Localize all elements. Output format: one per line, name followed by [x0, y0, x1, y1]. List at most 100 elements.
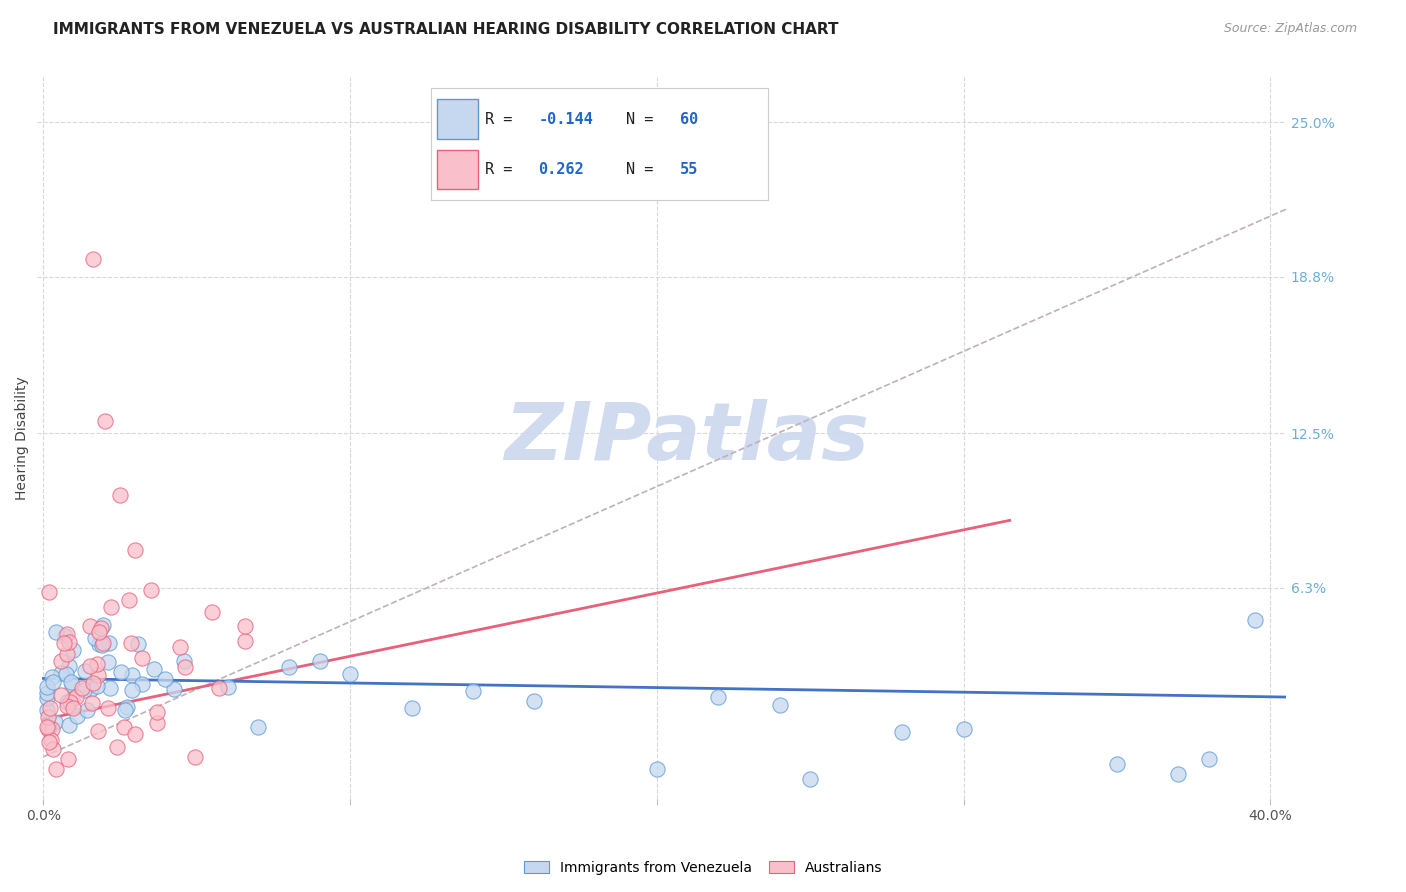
Point: [58, 635, 80, 649]
Point: [891, 724, 914, 739]
Point: [42, 742, 65, 756]
Point: [53, 636, 76, 650]
Point: [108, 488, 131, 502]
Point: [86, 679, 108, 693]
Point: [73, 682, 96, 697]
Point: [53, 629, 76, 643]
Point: [39, 700, 62, 714]
Point: [401, 701, 423, 715]
Point: [461, 683, 484, 698]
Point: [86, 723, 108, 738]
Point: [952, 723, 974, 737]
Point: [105, 740, 128, 755]
Point: [112, 720, 135, 734]
Point: [35, 720, 58, 734]
Point: [55, 666, 77, 681]
Point: [35, 681, 58, 695]
Point: [153, 672, 176, 686]
Point: [110, 665, 132, 680]
Point: [38, 735, 60, 749]
Point: [183, 750, 205, 764]
Point: [97, 700, 120, 714]
Point: [98, 681, 121, 695]
Point: [208, 681, 231, 695]
Point: [121, 683, 143, 698]
Point: [82, 252, 104, 266]
Point: [277, 660, 299, 674]
Point: [51, 654, 73, 668]
Point: [49, 666, 72, 681]
Point: [1105, 757, 1128, 772]
Point: [56, 752, 79, 766]
Point: [75, 664, 97, 678]
Point: [131, 677, 153, 691]
Point: [308, 654, 330, 668]
Point: [60, 691, 83, 706]
Point: [139, 582, 162, 597]
Point: [124, 727, 146, 741]
Point: [66, 708, 89, 723]
Point: [799, 772, 821, 786]
Point: [72, 681, 94, 695]
Point: [58, 658, 80, 673]
Point: [90, 621, 112, 635]
Point: [124, 543, 146, 558]
Legend: Immigrants from Venezuela, Australians: Immigrants from Venezuela, Australians: [519, 855, 887, 880]
Point: [65, 690, 87, 704]
Point: [37, 709, 59, 723]
Point: [98, 636, 121, 650]
Text: ZIPatlas: ZIPatlas: [503, 400, 869, 477]
Point: [86, 657, 108, 672]
Point: [93, 617, 115, 632]
Point: [1198, 752, 1220, 766]
Point: [91, 638, 114, 652]
Point: [79, 619, 101, 633]
Point: [82, 696, 104, 710]
Point: [58, 718, 80, 732]
Point: [217, 680, 239, 694]
Point: [79, 659, 101, 673]
Point: [96, 655, 118, 669]
Point: [86, 667, 108, 681]
Point: [146, 705, 169, 719]
Point: [35, 691, 58, 706]
Point: [56, 626, 79, 640]
Point: [35, 686, 58, 700]
Point: [38, 720, 60, 734]
Point: [56, 647, 79, 661]
Text: IMMIGRANTS FROM VENEZUELA VS AUSTRALIAN HEARING DISABILITY CORRELATION CHART: IMMIGRANTS FROM VENEZUELA VS AUSTRALIAN …: [53, 22, 839, 37]
Point: [59, 675, 82, 690]
Point: [59, 695, 82, 709]
Point: [38, 585, 60, 599]
Point: [173, 654, 195, 668]
Point: [707, 690, 730, 704]
Point: [45, 762, 67, 776]
Point: [146, 716, 169, 731]
Point: [37, 722, 59, 736]
Y-axis label: Hearing Disability: Hearing Disability: [15, 376, 30, 500]
Point: [121, 668, 143, 682]
Point: [44, 715, 66, 730]
Point: [60, 677, 83, 691]
Point: [120, 636, 142, 650]
Point: [100, 600, 122, 615]
Point: [169, 640, 191, 655]
Point: [174, 659, 197, 673]
Point: [1167, 767, 1189, 781]
Point: [233, 619, 256, 633]
Point: [163, 681, 186, 696]
Point: [80, 681, 103, 696]
Point: [55, 695, 77, 709]
Point: [142, 662, 165, 676]
Point: [41, 722, 63, 736]
Point: [118, 593, 141, 607]
Point: [127, 637, 149, 651]
Point: [76, 703, 98, 717]
Point: [89, 637, 111, 651]
Point: [42, 675, 65, 690]
Point: [56, 698, 79, 713]
Point: [114, 703, 136, 717]
Point: [247, 720, 270, 734]
Point: [91, 635, 114, 649]
Point: [82, 675, 104, 690]
